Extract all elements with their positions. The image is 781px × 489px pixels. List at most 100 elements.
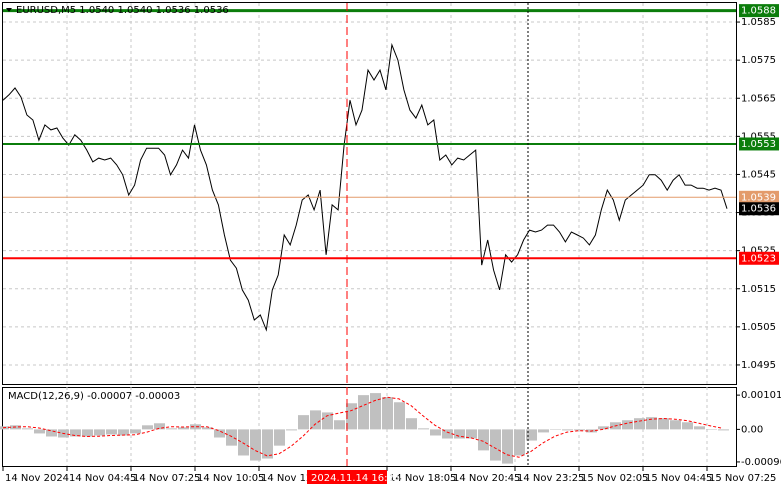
x-tick-label: 14 Nov 07:25 xyxy=(133,473,200,484)
macd-bar xyxy=(142,425,153,430)
level-label-box xyxy=(739,202,779,216)
macd-bar xyxy=(286,429,297,431)
macd-bar xyxy=(406,418,417,430)
macd-bar xyxy=(574,429,585,431)
y-tick-label: 1.0585 xyxy=(741,17,776,28)
macd-bar xyxy=(442,429,453,439)
x-tick-label: 14 Nov 12:45 xyxy=(261,473,328,484)
y-tick-label: 1.0495 xyxy=(741,360,776,371)
macd-bar xyxy=(514,429,525,456)
macd-bar xyxy=(706,429,717,430)
y-tick-label: 0.00101 xyxy=(741,390,781,401)
macd-bar xyxy=(322,412,333,430)
macd-bar xyxy=(682,422,693,430)
y-tick-label: 1.0565 xyxy=(741,93,776,104)
macd-bar xyxy=(358,395,369,430)
macd-bar xyxy=(394,402,405,430)
x-tick-label: 14 Nov 04:45 xyxy=(69,473,136,484)
level-label-box xyxy=(739,190,779,204)
level-label: 1.0523 xyxy=(741,253,776,264)
y-tick-label: 1.0575 xyxy=(741,55,776,66)
macd-bar xyxy=(382,397,393,430)
macd-bar xyxy=(166,428,177,430)
macd-bar xyxy=(310,410,321,430)
macd-bar xyxy=(130,429,141,434)
macd-bar xyxy=(622,420,633,430)
macd-bar xyxy=(106,429,117,435)
mark-layer xyxy=(0,9,736,464)
macd-bar xyxy=(334,420,345,430)
macd-bar xyxy=(214,429,225,438)
macd-bar xyxy=(34,429,45,434)
macd-bar xyxy=(298,415,309,430)
macd-bar xyxy=(478,429,489,451)
macd-bar xyxy=(694,426,705,430)
macd-bar xyxy=(658,418,669,430)
level-label-box xyxy=(739,4,779,18)
macd-bar xyxy=(466,429,477,439)
y-tick-label: 1.0525 xyxy=(741,246,776,257)
macd-bar xyxy=(202,427,213,430)
x-tick-label: 14 Nov 18:05 xyxy=(389,473,456,484)
y-tick-label: 0.00 xyxy=(741,424,763,435)
macd-bar xyxy=(454,429,465,439)
y-tick-label: 1.0515 xyxy=(741,284,776,295)
level-label: 1.0539 xyxy=(741,192,776,203)
macd-bar xyxy=(190,424,201,430)
macd-bar xyxy=(526,429,537,441)
macd-bar xyxy=(178,427,189,430)
macd-bar xyxy=(490,429,501,461)
signal-line xyxy=(2,396,724,458)
macd-bar xyxy=(226,429,237,446)
x-tick-label: 14 Nov 10:05 xyxy=(197,473,264,484)
collapse-icon xyxy=(6,8,12,12)
price-line xyxy=(2,42,728,332)
x-tick-label: 15 Nov 02:05 xyxy=(581,473,648,484)
y-tick-label: 1.0545 xyxy=(741,169,776,180)
macd-bar xyxy=(502,429,513,464)
x-tick-label: 15 Nov 04:45 xyxy=(645,473,712,484)
macd-bar xyxy=(82,429,93,437)
level-label: 1.0536 xyxy=(741,204,776,215)
macd-bar xyxy=(274,429,285,446)
macd-bar xyxy=(118,429,129,436)
y-tick-label: 1.0555 xyxy=(741,131,776,142)
macd-bar xyxy=(154,423,165,430)
y-tick-label: 1.0505 xyxy=(741,322,776,333)
macd-bar xyxy=(370,393,381,430)
x-tick-label: 15 Nov 07:25 xyxy=(709,473,776,484)
macd-bar xyxy=(670,420,681,430)
crosshair-label: 2024.11.14 16:25 xyxy=(311,473,400,484)
macd-bar xyxy=(646,417,657,430)
main-panel-border xyxy=(2,2,737,385)
macd-bar xyxy=(718,429,729,431)
macd-bar xyxy=(94,429,105,436)
macd-bar xyxy=(250,429,261,461)
macd-bar xyxy=(46,429,57,437)
macd-bar xyxy=(430,429,441,436)
x-tick-label: 14 Nov 2024 xyxy=(5,473,69,484)
macd-bar xyxy=(22,428,33,430)
macd-bar xyxy=(598,426,609,430)
macd-bar xyxy=(538,429,549,433)
level-label-box xyxy=(739,137,779,151)
macd-bar xyxy=(238,429,249,456)
x-tick-label: 14 Nov 20:45 xyxy=(453,473,520,484)
macd-bar xyxy=(262,429,273,459)
macd-bar xyxy=(634,418,645,430)
level-label: 1.0588 xyxy=(741,6,776,17)
macd-bar xyxy=(418,428,429,430)
crosshair-label-box xyxy=(307,470,387,484)
level-label: 1.0553 xyxy=(741,139,776,150)
level-label-box xyxy=(739,251,779,265)
macd-bar xyxy=(70,429,81,437)
x-tick-label: 14 Nov 23:25 xyxy=(517,473,584,484)
y-tick-label: -0.00096 xyxy=(741,457,781,468)
macd-bar xyxy=(550,429,561,430)
macd-title: MACD(12,26,9) -0.00007 -0.00003 xyxy=(8,391,180,402)
macd-bar xyxy=(562,429,573,431)
macd-bar xyxy=(346,403,357,430)
